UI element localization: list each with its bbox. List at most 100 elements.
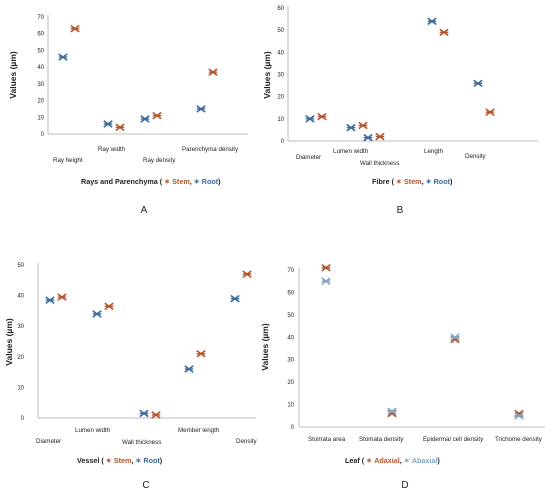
x-category-label: Wall thickness xyxy=(122,439,161,446)
point-root xyxy=(305,115,315,123)
y-axis-label: Values (µm) xyxy=(8,51,18,99)
y-tick-label: 30 xyxy=(17,324,24,330)
point-stem xyxy=(242,270,252,278)
point-stem xyxy=(57,293,67,301)
y-tick-label: 50 xyxy=(287,313,294,319)
legend-sep: , xyxy=(131,456,133,465)
point-stem xyxy=(317,112,327,121)
y-tick-label: 0 xyxy=(281,139,285,145)
legend-prefix: Leaf ( xyxy=(345,456,365,465)
y-tick-label: 70 xyxy=(287,268,294,274)
y-tick-label: 50 xyxy=(277,28,284,34)
point-stem xyxy=(152,111,162,120)
point-stem xyxy=(485,108,495,116)
y-tick-label: 20 xyxy=(37,99,44,105)
x-category-label: Member length xyxy=(178,427,220,434)
point-root xyxy=(363,133,373,142)
legend: Leaf (✶ Adaxial, ✶ Abaxial) xyxy=(345,456,440,465)
y-tick-label: 30 xyxy=(37,82,44,88)
chart-fibre: 0 10 20 30 40 50 60 Values (µm) Diameter Lumen wi… xyxy=(262,6,538,216)
x-category-label: Trichome density xyxy=(495,436,543,443)
point-adaxial xyxy=(321,263,331,272)
point-root xyxy=(346,123,356,132)
point-stem xyxy=(70,24,80,33)
legend-marker-adaxial: ✶ xyxy=(366,456,372,465)
point-root xyxy=(139,409,149,418)
legend-label-root: Root xyxy=(143,456,160,465)
y-tick-label: 20 xyxy=(277,95,284,101)
y-tick-label: 0 xyxy=(291,425,295,431)
x-category-label: Lumen width xyxy=(75,427,111,434)
legend-marker-stem: ✶ xyxy=(396,177,402,186)
legend: Fibre (✶ Stem, ✶ Root) xyxy=(372,177,453,186)
legend-marker-stem: ✶ xyxy=(164,177,170,186)
point-root xyxy=(92,310,102,318)
chart-rays-parenchyma: 0 10 20 30 40 50 60 70 Values (µm) Ray height Ray … xyxy=(8,15,248,216)
point-stem xyxy=(104,302,114,311)
point-root xyxy=(184,365,194,373)
legend-suffix: ) xyxy=(450,177,453,186)
point-stem xyxy=(358,121,368,130)
point-stem xyxy=(151,411,161,419)
x-category-label: Length xyxy=(424,148,443,155)
legend-suffix: ) xyxy=(160,456,163,465)
legend-prefix: Vessel ( xyxy=(77,456,104,465)
point-root xyxy=(45,296,55,304)
legend-marker-root: ✶ xyxy=(194,177,200,186)
point-abaxial xyxy=(450,333,460,342)
y-tick-label: 50 xyxy=(37,48,44,54)
legend-prefix: Fibre ( xyxy=(372,177,395,186)
point-abaxial xyxy=(387,407,397,416)
point-root xyxy=(140,115,150,123)
legend: Vessel (✶ Stem, ✶ Root) xyxy=(77,456,163,465)
point-root xyxy=(230,294,240,303)
point-abaxial xyxy=(321,277,331,286)
panel-label: B xyxy=(397,205,404,216)
x-category-label: Ray density xyxy=(143,157,176,164)
y-tick-label: 60 xyxy=(277,6,284,12)
x-category-label: Wall thickness xyxy=(360,160,399,167)
legend-suffix: ) xyxy=(218,177,221,186)
chart-leaf: 0 10 20 30 40 50 60 70 Values (µm) Stomata area St… xyxy=(260,263,545,491)
legend-marker-root: ✶ xyxy=(135,456,141,465)
y-axis-label: Values (µm) xyxy=(260,323,270,371)
panel-label: C xyxy=(142,480,149,491)
point-root xyxy=(58,53,68,61)
y-tick-label: 20 xyxy=(17,355,24,361)
x-category-label: Ray height xyxy=(53,157,83,164)
legend-label-root: Root xyxy=(202,177,219,186)
x-category-label: Diameter xyxy=(36,438,61,445)
y-tick-label: 40 xyxy=(277,50,284,56)
legend-label-adaxial: Adaxial xyxy=(374,456,400,465)
legend-sep: , xyxy=(190,177,192,186)
legend-label-stem: Stem xyxy=(114,456,132,465)
y-tick-label: 40 xyxy=(17,294,24,300)
y-tick-label: 70 xyxy=(37,15,44,21)
point-root xyxy=(196,105,206,113)
legend-label-stem: Stem xyxy=(404,177,422,186)
point-root xyxy=(103,120,113,128)
panel-label: A xyxy=(141,205,148,216)
y-tick-label: 10 xyxy=(37,115,44,121)
y-axis-label: Values (µm) xyxy=(262,51,272,99)
panel-label: D xyxy=(401,480,408,491)
y-tick-label: 20 xyxy=(287,380,294,386)
legend-label-stem: Stem xyxy=(172,177,190,186)
legend-marker-abaxial: ✶ xyxy=(404,456,410,465)
x-category-label: Lumen width xyxy=(333,148,369,155)
y-axis-label: Values (µm) xyxy=(4,318,14,366)
legend-sep: , xyxy=(400,456,402,465)
legend-label-abaxial: Abaxial xyxy=(412,456,438,465)
y-tick-label: 0 xyxy=(21,416,25,422)
y-tick-label: 10 xyxy=(287,403,294,409)
y-tick-label: 50 xyxy=(17,263,24,269)
y-tick-label: 60 xyxy=(287,290,294,296)
x-category-label: Density xyxy=(465,153,487,160)
point-stem xyxy=(439,28,449,37)
point-stem xyxy=(375,132,385,141)
x-category-label: Diameter xyxy=(296,154,321,161)
x-category-label: Epidermal cell density xyxy=(423,436,484,443)
legend-label-root: Root xyxy=(434,177,451,186)
point-root xyxy=(427,17,437,26)
